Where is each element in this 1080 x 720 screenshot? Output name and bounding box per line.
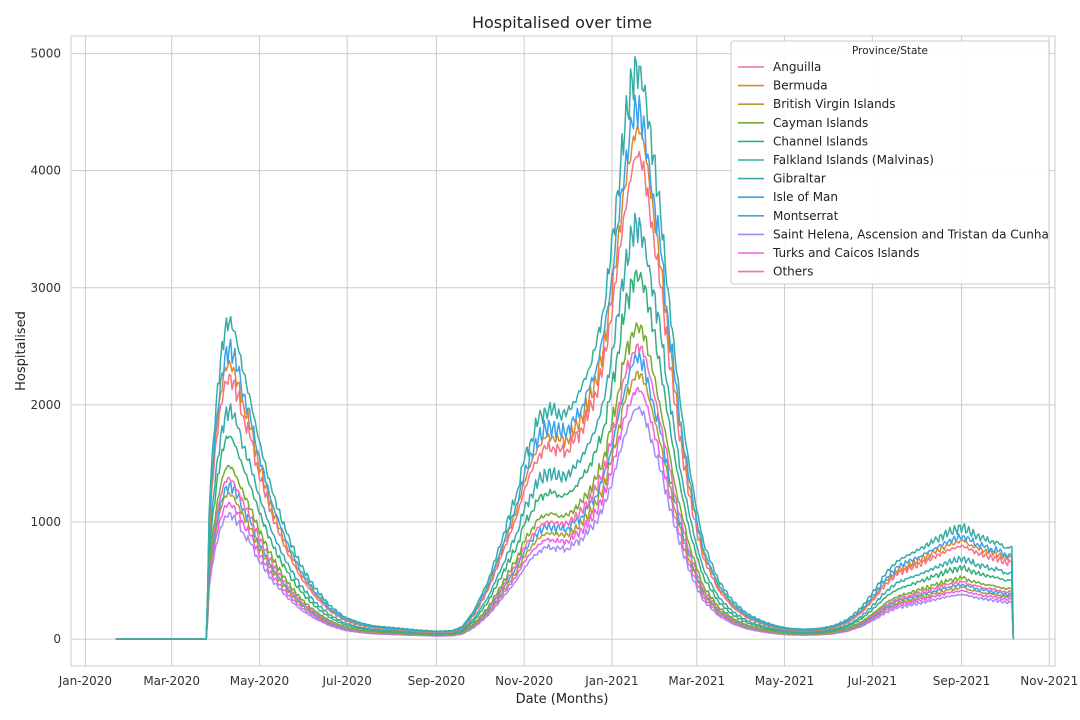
legend: Province/State Anguilla Bermuda British Vi… [730, 40, 1050, 285]
y-tick-labels: 0 1000 2000 3000 4000 5000 [30, 47, 61, 647]
x-tick-label: Mar-2020 [143, 674, 200, 688]
y-tick-label: 1000 [30, 515, 61, 529]
x-tick-label: May-2021 [755, 674, 814, 688]
y-tick-label: 4000 [30, 164, 61, 178]
series-line [115, 322, 1015, 640]
legend-label: Cayman Islands [773, 116, 868, 130]
chart-title: Hospitalised over time [472, 13, 652, 32]
x-tick-label: Mar-2021 [668, 674, 725, 688]
x-tick-labels: Jan-2020 Mar-2020 May-2020 Jul-2020 Sep-2020… [58, 674, 1079, 688]
legend-label: Gibraltar [773, 172, 826, 186]
y-axis-title: Hospitalised [14, 311, 29, 391]
legend-label: Bermuda [773, 79, 828, 93]
y-tick-label: 0 [53, 632, 61, 646]
y-tick-label: 3000 [30, 281, 61, 295]
x-tick-label: Nov-2020 [495, 674, 553, 688]
legend-label: Turks and Caicos Islands [772, 246, 919, 260]
series-line [115, 94, 1015, 640]
legend-label: Channel Islands [773, 134, 868, 148]
x-tick-label: Sep-2020 [408, 674, 466, 688]
legend-title: Province/State [852, 45, 928, 57]
x-tick-label: Jul-2021 [847, 674, 897, 688]
series-lines [115, 56, 1015, 640]
x-tick-label: May-2020 [230, 674, 289, 688]
x-tick-label: Nov-2021 [1020, 674, 1078, 688]
legend-label: Saint Helena, Ascension and Tristan da C… [773, 227, 1049, 241]
series-line [115, 343, 1015, 640]
y-tick-label: 2000 [30, 398, 61, 412]
series-line [115, 386, 1015, 640]
legend-items: Anguilla Bermuda British Virgin Islands Cay… [738, 60, 1049, 279]
x-tick-label: Jan-2020 [58, 674, 112, 688]
y-tick-label: 5000 [30, 47, 61, 61]
legend-label: Anguilla [773, 60, 821, 74]
legend-label: Montserrat [773, 209, 839, 223]
series-line [115, 150, 1015, 640]
series-line [115, 269, 1015, 640]
plot-frame [70, 35, 1056, 667]
x-axis-title: Date (Months) [516, 692, 609, 707]
x-tick-label: Sep-2021 [933, 674, 991, 688]
x-tick-label: Jul-2020 [322, 674, 372, 688]
series-line [115, 56, 1015, 640]
series-line [115, 405, 1015, 640]
legend-box [730, 40, 1050, 285]
legend-label: Isle of Man [773, 190, 838, 204]
legend-label: Falkland Islands (Malvinas) [773, 153, 934, 167]
legend-label: Others [773, 265, 813, 279]
x-tick-label: Jan-2021 [584, 674, 638, 688]
series-line [115, 212, 1015, 640]
legend-label: British Virgin Islands [773, 97, 896, 111]
